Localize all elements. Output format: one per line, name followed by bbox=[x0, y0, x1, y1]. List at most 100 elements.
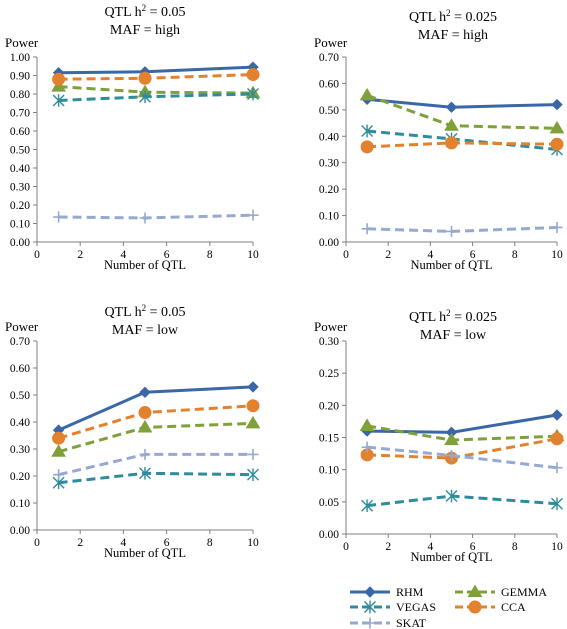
data-point-skat bbox=[139, 448, 151, 460]
data-point-cca bbox=[138, 71, 152, 85]
x-tick-label: 6 bbox=[470, 249, 476, 261]
data-point-cca bbox=[246, 68, 260, 82]
chart-panel-4: QTL h2 = 0.025 MAF = low Power 0.00 0.05 0.10… bbox=[314, 308, 565, 564]
x-tick-label: 6 bbox=[470, 541, 476, 553]
data-point-gemma bbox=[359, 87, 375, 101]
x-tick-label: 2 bbox=[385, 541, 391, 553]
chart-panel-2: QTL h2 = 0.025 MAF = high Power 0.00 0.10 0.2… bbox=[314, 8, 565, 272]
data-point-skat bbox=[53, 211, 65, 223]
y-tick-label: 0.00 bbox=[319, 237, 339, 249]
y-tick-label: 0.40 bbox=[319, 131, 339, 143]
x-tick-label: 0 bbox=[34, 537, 40, 549]
y-axis-label: Power bbox=[5, 319, 39, 334]
data-point-gemma bbox=[359, 418, 375, 431]
legend-marker-gemma bbox=[467, 584, 483, 598]
x-tick-label: 6 bbox=[164, 249, 170, 261]
y-tick-label: 0.40 bbox=[10, 417, 30, 429]
x-axis-label: Number of QTL bbox=[411, 550, 493, 564]
x-tick-label: 4 bbox=[428, 541, 434, 553]
y-tick-label: 0.10 bbox=[319, 211, 339, 223]
y-tick-label: 0.30 bbox=[10, 444, 30, 456]
series-line-vegas bbox=[58, 471, 254, 485]
x-tick-label: 0 bbox=[343, 541, 349, 553]
legend-label-skat: SKAT bbox=[396, 616, 427, 629]
x-tick-label: 8 bbox=[207, 249, 213, 261]
data-point-skat bbox=[361, 223, 373, 235]
series-line-gemma bbox=[366, 93, 558, 130]
data-point-cca bbox=[550, 137, 564, 151]
x-axis-label: Number of QTL bbox=[104, 258, 186, 272]
y-tick-label: 0.60 bbox=[10, 126, 30, 138]
y-tick-label: 0.70 bbox=[319, 52, 339, 64]
data-point-rhm bbox=[551, 98, 563, 111]
y-tick-label: 0.10 bbox=[319, 465, 339, 477]
series-line-rhm bbox=[58, 65, 254, 75]
x-tick-label: 10 bbox=[247, 537, 259, 549]
x-axis-label: Number of QTL bbox=[411, 258, 493, 272]
chart-title: QTL h2 = 0.025 bbox=[409, 8, 497, 25]
series-line-cca bbox=[367, 437, 558, 460]
y-tick-label: 0.20 bbox=[10, 200, 30, 212]
legend-marker-rhm bbox=[364, 586, 376, 598]
data-point-vegas bbox=[551, 497, 563, 511]
data-point-cca bbox=[52, 72, 66, 86]
data-point-cca bbox=[52, 431, 66, 445]
data-point-cca bbox=[445, 136, 458, 150]
x-tick-label: 10 bbox=[551, 249, 563, 261]
data-point-skat bbox=[53, 469, 65, 481]
chart-subtitle: MAF = high bbox=[110, 23, 180, 38]
x-tick-label: 2 bbox=[77, 537, 83, 549]
y-tick-label: 0.20 bbox=[319, 184, 339, 196]
y-tick-label: 0.30 bbox=[10, 182, 30, 194]
x-tick-label: 4 bbox=[121, 537, 127, 549]
y-tick-label: 0.90 bbox=[10, 71, 30, 83]
data-point-cca bbox=[360, 140, 374, 154]
y-tick-label: 0.20 bbox=[10, 471, 30, 483]
x-axis-label: Number of QTL bbox=[104, 546, 186, 560]
data-point-gemma bbox=[51, 444, 66, 457]
data-point-skat bbox=[446, 225, 457, 237]
y-tick-label: 0.60 bbox=[319, 78, 339, 90]
data-point-vegas bbox=[139, 466, 151, 480]
data-point-vegas bbox=[361, 124, 374, 138]
y-tick-label: 1.00 bbox=[10, 52, 30, 64]
data-point-vegas bbox=[139, 90, 151, 104]
y-tick-label: 0.15 bbox=[319, 433, 339, 445]
y-tick-label: 0.30 bbox=[319, 336, 339, 348]
y-tick-label: 0.10 bbox=[10, 498, 30, 510]
data-point-gemma bbox=[549, 120, 565, 134]
data-point-rhm bbox=[445, 101, 458, 113]
y-tick-label: 0.50 bbox=[10, 390, 30, 402]
data-point-skat bbox=[247, 209, 259, 221]
data-point-skat bbox=[247, 448, 259, 460]
y-tick-label: 0.00 bbox=[319, 529, 339, 541]
y-tick-label: 0.00 bbox=[10, 237, 30, 249]
y-tick-label: 0.70 bbox=[10, 108, 30, 120]
chart-subtitle: MAF = high bbox=[418, 28, 488, 43]
data-point-skat bbox=[361, 441, 373, 453]
x-tick-label: 8 bbox=[512, 541, 518, 553]
y-tick-label: 0.40 bbox=[10, 163, 30, 175]
legend-label-rhm: RHM bbox=[396, 585, 424, 599]
data-point-skat bbox=[551, 462, 563, 474]
y-axis-label: Power bbox=[314, 319, 348, 334]
x-tick-label: 0 bbox=[34, 249, 40, 261]
chart-panel-3: QTL h2 = 0.05 MAF = low Power 0.00 0.10 0.20 0… bbox=[5, 303, 261, 560]
series-line-cca bbox=[58, 404, 254, 440]
x-tick-label: 2 bbox=[385, 249, 391, 261]
y-tick-label: 0.60 bbox=[10, 363, 30, 375]
x-tick-label: 0 bbox=[343, 249, 349, 261]
y-axis-label: Power bbox=[5, 35, 39, 50]
legend-marker-skat bbox=[364, 617, 376, 629]
data-point-gemma bbox=[444, 118, 459, 131]
data-point-gemma bbox=[137, 419, 153, 433]
data-point-vegas bbox=[247, 87, 259, 101]
x-tick-label: 8 bbox=[512, 249, 518, 261]
x-tick-label: 10 bbox=[551, 541, 563, 553]
x-tick-label: 6 bbox=[164, 537, 170, 549]
chart-subtitle: MAF = low bbox=[112, 323, 179, 338]
legend: RHM GEMMA VEGAS CCA SKAT bbox=[350, 584, 547, 629]
y-tick-label: 0.05 bbox=[319, 497, 339, 509]
x-tick-label: 10 bbox=[247, 249, 259, 261]
y-tick-label: 0.50 bbox=[10, 145, 30, 157]
